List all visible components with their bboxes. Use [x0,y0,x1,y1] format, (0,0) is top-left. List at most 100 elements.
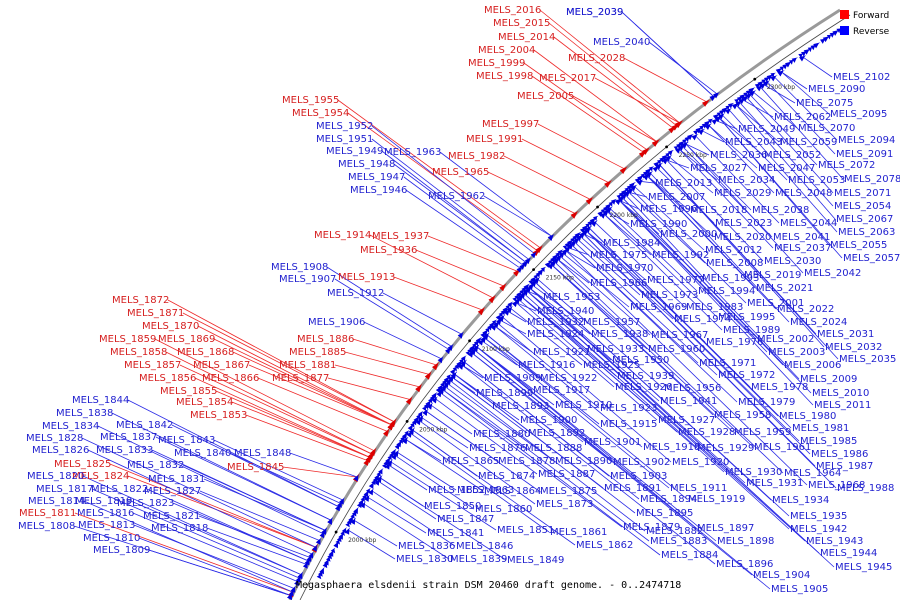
gene-label-reverse: MELS_2039 [566,7,623,18]
gene-label-reverse: MELS_1974 [674,314,731,325]
feature-arrow [673,145,680,151]
gene-label-reverse: MELS_1990 [630,219,687,230]
gene-label-reverse: MELS_2019 [744,270,801,281]
feature-arrow [734,98,740,104]
label-connector [395,455,475,510]
gene-label-reverse: MELS_1956 [664,383,721,394]
label-connector [477,346,771,590]
label-connector [182,312,395,423]
label-connector [334,364,421,388]
gene-label-reverse: MELS_1941 [660,396,717,407]
gene-label-reverse: MELS_1901 [584,437,641,448]
gene-label-reverse: MELS_1930 [725,467,782,478]
gene-label-reverse: MELS_1963 [384,147,441,158]
feature-arrow [630,184,638,192]
label-connector [604,214,723,331]
gene-label-reverse: MELS_1818 [151,523,208,534]
feature-arrow [748,87,756,94]
gene-label-reverse: MELS_1848 [234,448,291,459]
label-connector [371,125,536,255]
label-connector [393,163,527,263]
label-connector [763,84,796,104]
gene-label-reverse: MELS_1844 [72,395,129,406]
feature-arrow [450,371,458,379]
gene-label-forward: MELS_1982 [448,151,505,162]
gene-label-forward: MELS_1854 [176,397,233,408]
gene-label-reverse: MELS_2009 [800,374,857,385]
gene-label-reverse: MELS_2032 [825,342,882,353]
gene-label-reverse: MELS_1981 [792,423,849,434]
gene-label-reverse: MELS_2094 [838,135,895,146]
feature-arrow [488,294,497,304]
feature-arrow [676,143,683,149]
gene-label-reverse: MELS_2034 [718,175,775,186]
gene-label-reverse: MELS_1849 [507,555,564,566]
label-connector [685,143,710,156]
label-connector [257,377,388,432]
label-connector [232,351,393,426]
gene-label-forward: MELS_1858 [110,347,167,358]
feature-arrow [716,112,723,118]
label-connector [477,346,555,406]
feature-arrow [473,344,480,352]
gene-label-forward: MELS_1886 [297,334,354,345]
feature-arrow [709,94,717,101]
label-connector [427,235,519,272]
label-connector [431,404,473,435]
feature-arrow [707,118,714,124]
feature-arrow [791,57,799,63]
gene-label-reverse: MELS_1952 [316,121,373,132]
gene-label-reverse: MELS_1850 [424,501,481,512]
feature-arrow [785,61,793,68]
label-connector [560,256,651,336]
label-connector [685,143,752,211]
feature-arrow [540,266,547,273]
label-connector [133,524,295,590]
label-connector [650,173,790,323]
gene-label-reverse: MELS_1949 [326,146,383,157]
label-connector [604,214,652,256]
feature-arrow [745,92,753,99]
feature-arrow [836,28,843,34]
gene-label-reverse: MELS_1922 [540,373,597,384]
label-connector [641,181,655,184]
feature-arrow [656,159,663,165]
label-connector [348,530,396,560]
gene-label-reverse: MELS_1879 [623,522,680,533]
feature-arrow [364,494,371,502]
gene-label-reverse: MELS_1880 [473,429,530,440]
feature-arrow [668,125,677,134]
label-connector [74,512,293,593]
label-connector [388,464,428,491]
legend-forward-label: Forward [853,11,889,21]
gene-label-reverse: MELS_1861 [550,527,607,538]
gene-label-reverse: MELS_1980 [779,411,836,422]
label-connector [628,192,706,264]
label-connector [289,452,358,478]
label-connector [529,287,591,335]
feature-arrow [807,47,814,53]
feature-arrow [446,377,453,385]
feature-arrow [662,157,670,165]
gene-label-reverse: MELS_1921 [533,347,590,358]
feature-arrow [350,517,357,525]
feature-arrow [681,141,689,149]
gene-label-reverse: MELS_1900 [520,415,577,426]
feature-arrow [803,48,811,55]
gene-label-forward: MELS_1859 [99,334,156,345]
gene-label-reverse: MELS_1842 [116,420,173,431]
gene-label-reverse: MELS_1957 [583,317,640,328]
gene-label-reverse: MELS_2057 [843,253,900,264]
gene-label-reverse: MELS_2091 [836,149,893,160]
gene-label-reverse: MELS_1966 [590,278,647,289]
feature-arrow [422,408,429,416]
label-connector [557,259,784,474]
label-connector [127,475,317,548]
feature-arrow [404,430,410,436]
label-connector [154,338,375,452]
gene-label-reverse: MELS_1883 [650,536,707,547]
gene-label-reverse: MELS_1822 [91,484,148,495]
gene-label-reverse: MELS_2023 [715,218,772,229]
feature-arrow [615,198,623,205]
gene-label-reverse: MELS_2002 [757,334,814,345]
